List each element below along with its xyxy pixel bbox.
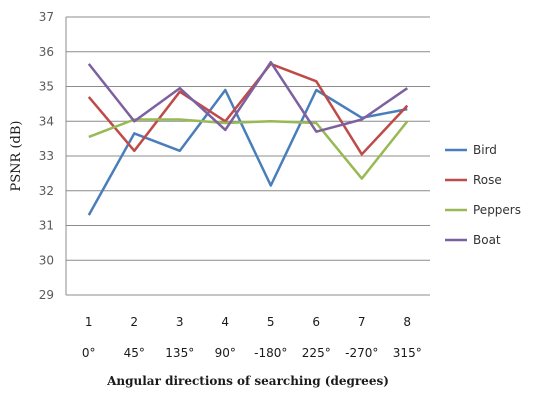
series-line-bird	[87, 88, 408, 216]
legend-item: Rose	[445, 173, 502, 187]
legend-item: Peppers	[445, 203, 521, 217]
x-angle-label: 315°	[393, 346, 422, 360]
x-tick-label: 5	[267, 315, 275, 329]
y-tick-label: 36	[39, 45, 54, 59]
y-tick-label: 34	[39, 114, 54, 128]
y-tick-label: 33	[39, 149, 54, 163]
x-tick-label: 3	[176, 315, 184, 329]
y-axis-title: PSNR (dB)	[9, 121, 24, 192]
x-angle-label: -180°	[254, 346, 287, 360]
x-angle-label: 0°	[82, 346, 96, 360]
y-tick-labels: 29 30 31 32 33 34 35 36 37	[39, 10, 54, 302]
x-angle-label: 90°	[215, 346, 236, 360]
x-tick-label: 7	[358, 315, 366, 329]
series-line-rose	[87, 62, 409, 156]
x-tick-label: 2	[130, 315, 138, 329]
series-lines	[87, 60, 409, 216]
y-tick-label: 30	[39, 253, 54, 267]
x-tick-label: 6	[312, 315, 320, 329]
x-tick-label: 4	[221, 315, 229, 329]
x-tick-label: 8	[403, 315, 411, 329]
y-tick-label: 31	[39, 219, 54, 233]
x-tick-label: 1	[85, 315, 93, 329]
legend: Bird Rose Peppers Boat	[445, 143, 521, 247]
y-tick-label: 37	[39, 10, 54, 24]
legend-label: Peppers	[473, 203, 521, 217]
x-angle-label: -270°	[345, 346, 378, 360]
y-tick-label: 32	[39, 184, 54, 198]
series-line-boat	[87, 60, 409, 133]
legend-item: Bird	[445, 143, 497, 157]
legend-label: Bird	[473, 143, 497, 157]
x-angle-label: 135°	[165, 346, 194, 360]
legend-item: Boat	[445, 233, 501, 247]
x-angle-label: 45°	[124, 346, 145, 360]
series-line-peppers	[88, 118, 409, 180]
legend-label: Boat	[473, 233, 501, 247]
x-tick-labels: 1 0° 2 45° 3 135° 4 90° 5 -180° 6 225° 7 -270° 8 315°	[82, 315, 422, 360]
y-tick-label: 35	[39, 80, 54, 94]
x-axis-title: Angular directions of searching (degrees…	[106, 374, 389, 388]
y-tick-label: 29	[39, 288, 54, 302]
x-angle-label: 225°	[302, 346, 331, 360]
legend-label: Rose	[473, 173, 502, 187]
